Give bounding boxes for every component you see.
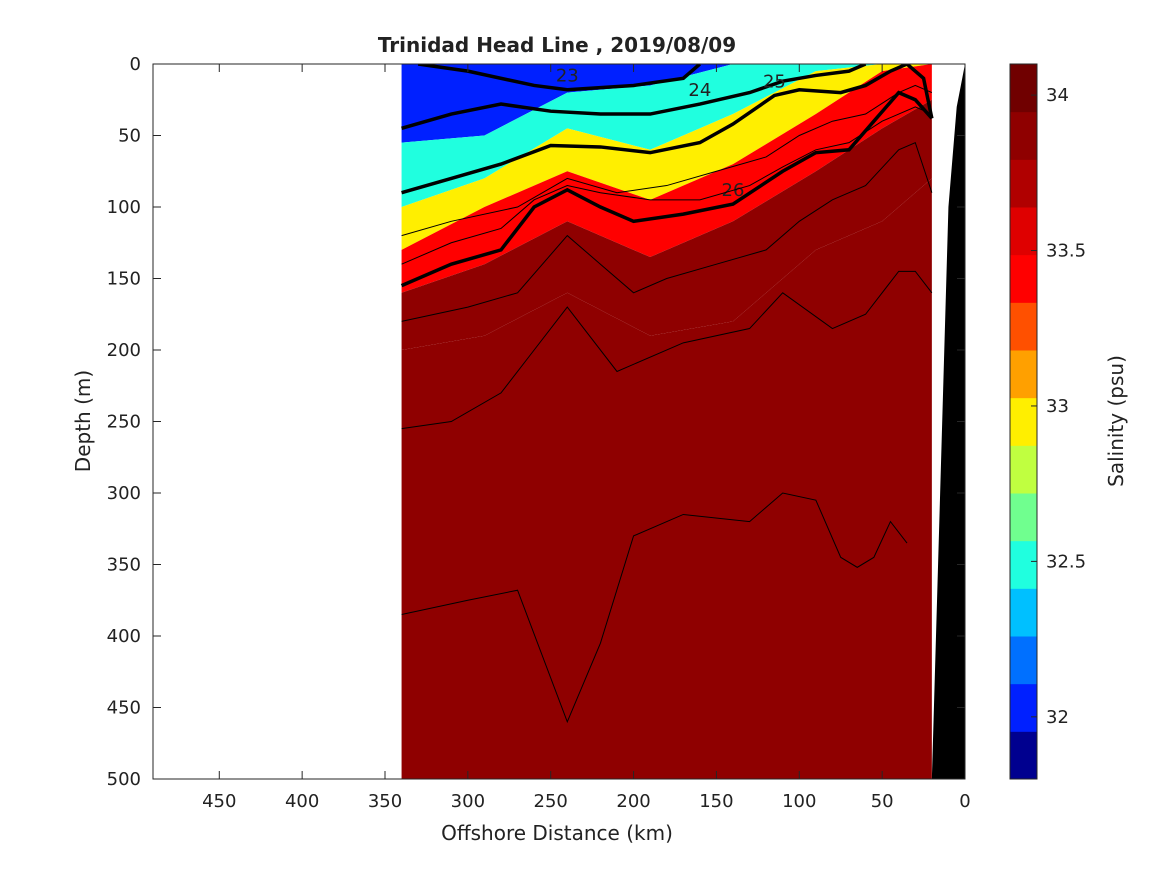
colorbar-tick-label-32: 32 [1046,707,1069,728]
colorbar-band-12 [1010,159,1037,208]
x-tick-label-50: 50 [871,791,894,812]
chart-title: Trinidad Head Line , 2019/08/09 [378,33,736,57]
salinity-layer-2 [401,64,932,250]
colorbar-band-1 [1010,683,1037,732]
density-contour-3 [400,90,934,288]
x-tick-label-0: 0 [959,791,970,812]
colorbar-band-6 [1010,445,1037,494]
y-tick-label-200: 200 [107,340,141,361]
colorbar-band-2 [1010,636,1037,685]
colorbar-frame [1009,63,1038,780]
y-tick-label-50: 50 [118,126,141,147]
y-tick-label-150: 150 [107,269,141,290]
colorbar-band-9 [1010,302,1037,351]
colorbar-tick-label-33: 33 [1046,396,1069,417]
contour-label-23: 23 [556,66,579,87]
x-axis: 450 400 350 300 250 200 150 100 50 0 [202,64,971,812]
x-tick-label-450: 450 [202,791,236,812]
colorbar-band-7 [1010,397,1037,446]
density-contour-5 [401,106,933,265]
x-tick-label-200: 200 [616,791,650,812]
density-contour-8 [401,492,908,724]
colorbar-band-3 [1010,588,1037,637]
x-tick-label-400: 400 [285,791,319,812]
colorbar-band-11 [1010,207,1037,256]
density-contour-4 [401,84,933,237]
y-tick-label-250: 250 [107,412,141,433]
colorbar-band-10 [1010,254,1037,303]
seafloor-shape [931,64,965,779]
y-tick-label-350: 350 [107,555,141,576]
x-axis-label: Offshore Distance (km) [441,821,673,845]
colorbar-band-0 [1010,731,1037,780]
colorbar: 32 32.5 33 33.5 34 [1009,63,1086,780]
colorbar-tick-label-32.5: 32.5 [1046,551,1086,572]
colorbar-label: Salinity (psu) [1104,355,1128,487]
colorbar-tick-label-34: 34 [1046,85,1069,106]
colorbar-band-13 [1010,111,1037,160]
y-tick-label-0: 0 [130,54,141,75]
seafloor-bathymetry [931,64,965,779]
colorbar-band-5 [1010,493,1037,542]
y-tick-label-100: 100 [107,197,141,218]
colorbar-ticks: 32 32.5 33 33.5 34 [1031,85,1086,728]
colorbar-bands [1010,64,1037,780]
x-tick-label-300: 300 [451,791,485,812]
contour-label-25: 25 [763,71,786,92]
salinity-layer-4 [401,99,932,350]
x-tick-label-150: 150 [699,791,733,812]
y-axis-label: Depth (m) [71,370,95,472]
salinity-layer-1 [401,64,932,207]
salinity-layer-5 [401,178,932,779]
salinity-layer-3 [401,64,932,293]
density-contour-1 [401,64,867,131]
y-tick-label-300: 300 [107,483,141,504]
y-axis: 0 50 100 150 200 250 300 350 400 450 500 [107,54,965,790]
density-contour-2 [401,64,934,195]
y-tick-label-500: 500 [107,769,141,790]
colorbar-tick-label-33.5: 33.5 [1046,241,1086,262]
x-tick-label-350: 350 [368,791,402,812]
colorbar-band-4 [1010,540,1037,589]
y-tick-label-450: 450 [107,698,141,719]
colorbar-band-14 [1010,64,1037,113]
contour-label-24: 24 [688,80,711,101]
x-tick-label-100: 100 [782,791,816,812]
y-tick-label-400: 400 [107,626,141,647]
x-tick-label-250: 250 [534,791,568,812]
density-contour-6 [401,141,933,322]
density-contour-7 [401,270,933,430]
colorbar-band-8 [1010,350,1037,399]
